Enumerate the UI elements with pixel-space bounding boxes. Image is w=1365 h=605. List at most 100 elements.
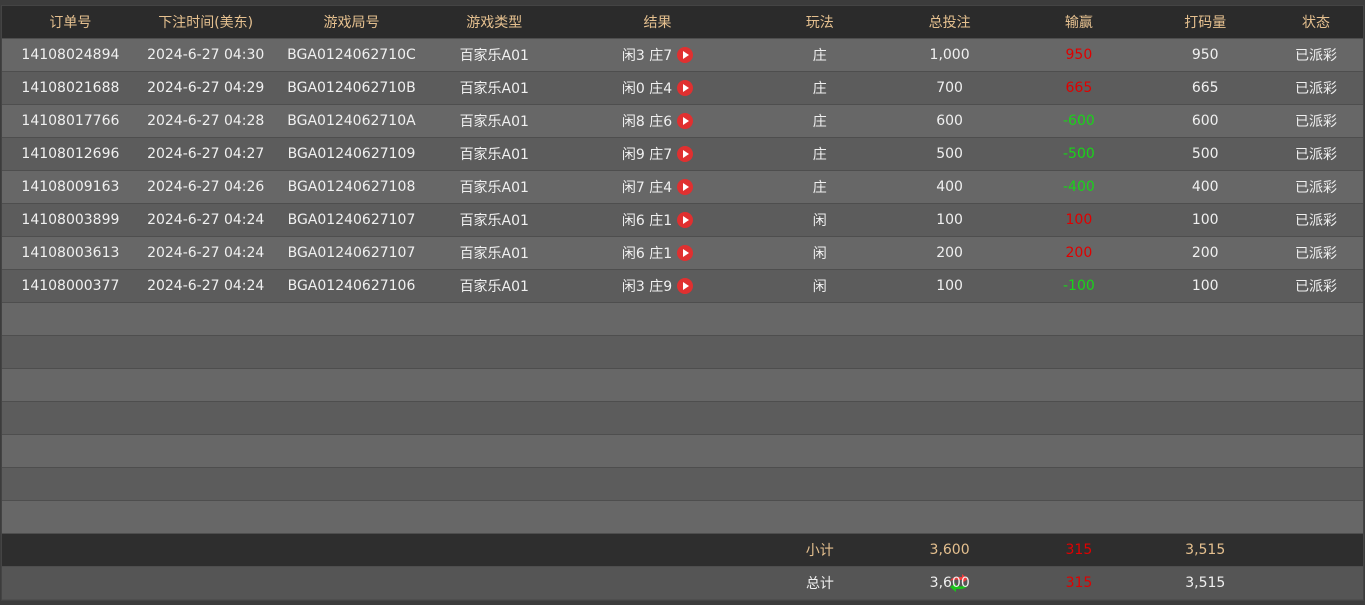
result-text: 闲7 庄4	[621, 180, 673, 196]
cell-game: 百家乐A01	[459, 246, 529, 262]
cell-game: 百家乐A01	[459, 213, 529, 229]
cell-total: 1,000	[929, 47, 970, 63]
cell-result: 闲8 庄6	[558, 111, 757, 131]
column-header: 游戏类型	[466, 15, 523, 31]
column-header: 结果	[643, 15, 672, 31]
cell-time: 2024-6-27 04:30	[147, 47, 265, 63]
cell-game: 百家乐A01	[459, 48, 529, 64]
empty-row	[2, 468, 1363, 501]
play-replay-icon[interactable]	[677, 245, 694, 261]
result-text: 闲9 庄7	[621, 147, 673, 163]
result-text: 闲6 庄1	[621, 213, 673, 229]
play-replay-icon[interactable]	[677, 179, 694, 195]
result-text: 闲3 庄7	[621, 48, 673, 64]
cell-win: 200	[1065, 245, 1093, 261]
cell-result: 闲9 庄7	[558, 144, 757, 164]
cell-total: 500	[936, 146, 963, 162]
cell-status: 已派彩	[1295, 279, 1338, 295]
cell-result: 闲3 庄9	[558, 276, 757, 296]
cell-game: 百家乐A01	[459, 147, 529, 163]
subtotal-label: 小计	[805, 543, 834, 559]
cell-time: 2024-6-27 04:29	[147, 80, 265, 96]
empty-row	[2, 402, 1363, 435]
cell-turnover: 100	[1191, 278, 1219, 294]
cell-bet_on: 庄	[812, 147, 827, 163]
cell-time: 2024-6-27 04:24	[147, 278, 265, 294]
cell-turnover: 950	[1191, 47, 1219, 63]
cell-win: 100	[1065, 212, 1093, 228]
subtotal-row: 小计 3,600 315 3,515	[2, 534, 1363, 567]
cell-game: 百家乐A01	[459, 81, 529, 97]
total-turnover: 3,515	[1185, 575, 1226, 591]
empty-row	[2, 303, 1363, 336]
cell-result: 闲0 庄4	[558, 78, 757, 98]
cell-result: 闲3 庄7	[558, 45, 757, 65]
cell-status: 已派彩	[1295, 246, 1338, 262]
cell-status: 已派彩	[1295, 180, 1338, 196]
cell-result: 闲6 庄1	[558, 243, 757, 263]
empty-row	[2, 369, 1363, 402]
result-text: 闲8 庄6	[621, 114, 673, 130]
cell-round: BGA0124062710A	[287, 113, 416, 129]
cell-win: 665	[1065, 80, 1093, 96]
cell-turnover: 400	[1191, 179, 1219, 195]
result-text: 闲6 庄1	[621, 246, 673, 262]
table-row: 14108021688 2024-6-27 04:29 BGA0124062710B…	[2, 72, 1363, 105]
play-replay-icon[interactable]	[677, 146, 694, 162]
play-replay-icon[interactable]	[677, 278, 694, 294]
empty-row	[2, 336, 1363, 369]
cell-bet_on: 闲	[812, 246, 827, 262]
column-header: 打码量	[1184, 15, 1227, 31]
total-total: 3,600	[929, 575, 970, 591]
cell-turnover: 500	[1191, 146, 1219, 162]
column-header: 订单号	[49, 15, 92, 31]
cell-total: 100	[936, 278, 963, 294]
cell-total: 600	[936, 113, 963, 129]
table-row: 14108009163 2024-6-27 04:26 BGA01240627108…	[2, 171, 1363, 204]
cell-id: 14108000377	[21, 278, 120, 294]
result-text: 闲3 庄9	[621, 279, 673, 295]
cell-time: 2024-6-27 04:28	[147, 113, 265, 129]
cell-status: 已派彩	[1295, 147, 1338, 163]
cell-total: 700	[936, 80, 963, 96]
empty-row	[2, 435, 1363, 468]
total-win: 315	[1065, 575, 1093, 591]
cell-time: 2024-6-27 04:24	[147, 212, 265, 228]
cell-round: BGA01240627108	[287, 179, 416, 195]
cell-status: 已派彩	[1295, 48, 1338, 64]
cell-win: -400	[1063, 179, 1095, 195]
empty-row	[2, 501, 1363, 534]
column-header: 玩法	[805, 15, 834, 31]
cell-round: BGA01240627106	[287, 278, 416, 294]
cell-total: 400	[936, 179, 963, 195]
play-replay-icon[interactable]	[677, 80, 694, 96]
cell-win: -100	[1063, 278, 1095, 294]
cell-result: 闲7 庄4	[558, 177, 757, 197]
cell-time: 2024-6-27 04:24	[147, 245, 265, 261]
bet-history-table: 订单号 下注时间(美东) 游戏局号 游戏类型 结果 玩法 总投注 输赢 打码量 状态 141080…	[1, 5, 1364, 601]
cell-status: 已派彩	[1295, 114, 1338, 130]
table-row: 14108024894 2024-6-27 04:30 BGA0124062710C…	[2, 39, 1363, 72]
cell-total: 200	[936, 245, 963, 261]
cell-round: BGA01240627107	[287, 212, 416, 228]
cell-turnover: 665	[1191, 80, 1219, 96]
cell-turnover: 200	[1191, 245, 1219, 261]
cell-game: 百家乐A01	[459, 279, 529, 295]
cell-round: BGA0124062710B	[287, 80, 416, 96]
column-header: 状态	[1302, 15, 1331, 31]
play-replay-icon[interactable]	[677, 113, 694, 129]
column-header: 游戏局号	[323, 15, 380, 31]
cell-turnover: 600	[1191, 113, 1219, 129]
cell-win: 950	[1065, 47, 1093, 63]
cell-round: BGA01240627107	[287, 245, 416, 261]
cell-total: 100	[936, 212, 963, 228]
cell-bet_on: 庄	[812, 114, 827, 130]
play-replay-icon[interactable]	[677, 47, 694, 63]
table-row: 14108003613 2024-6-27 04:24 BGA01240627107…	[2, 237, 1363, 270]
cell-id: 14108009163	[21, 179, 120, 195]
play-replay-icon[interactable]	[677, 212, 694, 228]
cell-bet_on: 庄	[812, 180, 827, 196]
result-text: 闲0 庄4	[621, 81, 673, 97]
refresh-icon[interactable]	[948, 572, 970, 594]
cell-round: BGA01240627109	[287, 146, 416, 162]
